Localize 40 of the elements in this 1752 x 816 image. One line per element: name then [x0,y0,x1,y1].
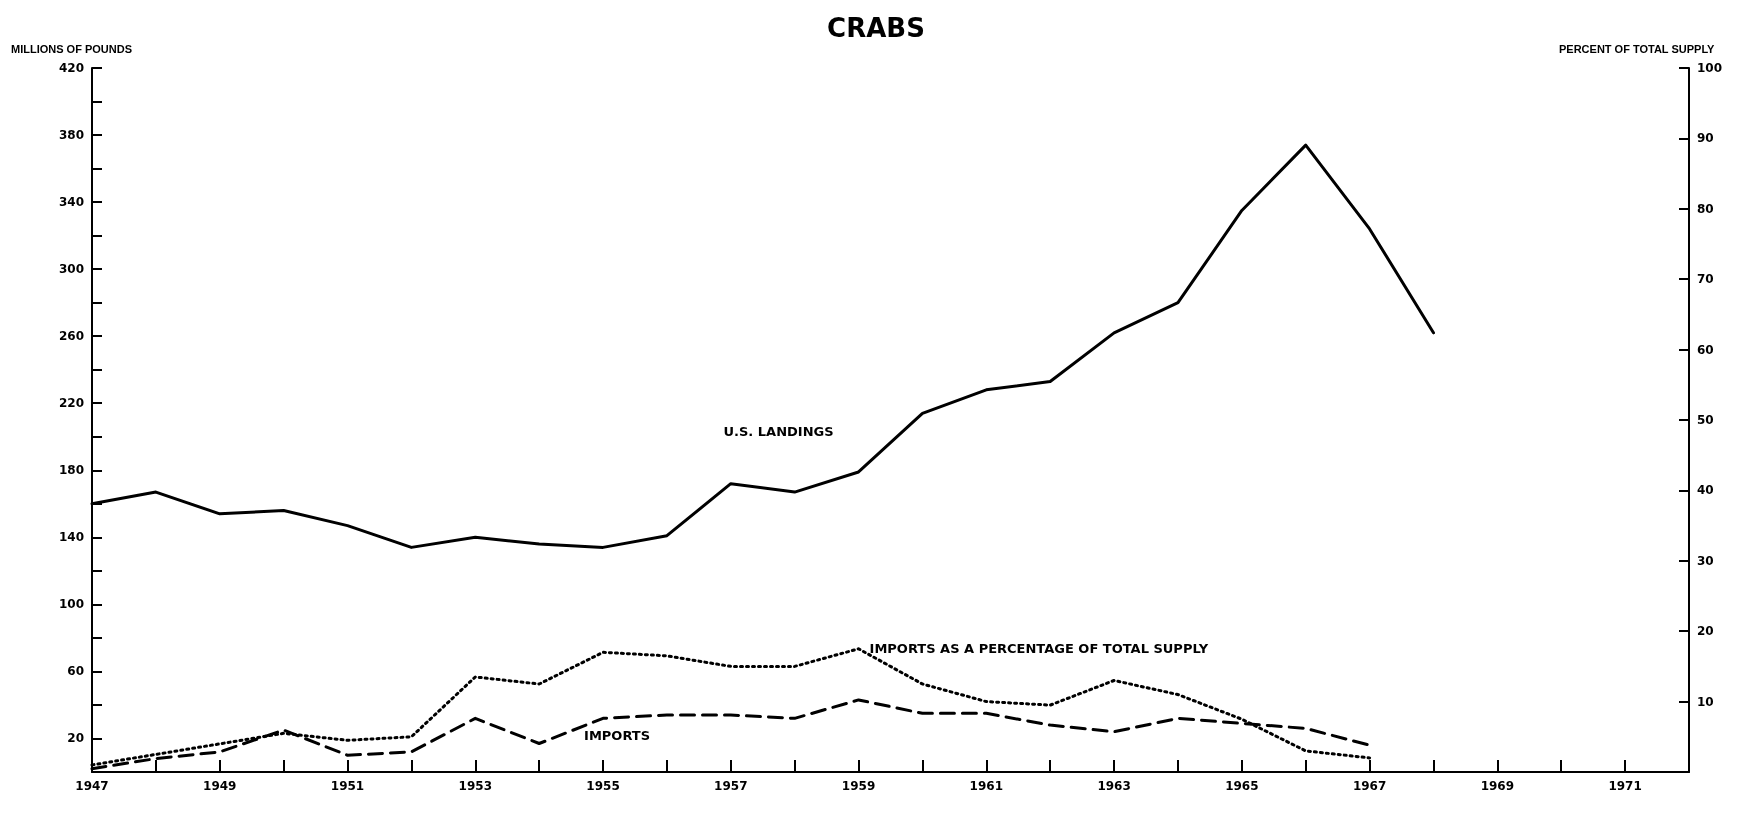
y-tick-label: 140 [58,530,84,545]
y2-tick-label: 10 [1697,694,1714,709]
series-label: IMPORTS [584,728,651,744]
x-tick-label: 1955 [586,779,620,793]
x-tick-label: 1961 [969,779,1004,793]
y-tick-label: 340 [58,195,84,210]
y2-tick-label: 100 [1697,61,1723,75]
y2-tick-label: 60 [1697,342,1714,357]
x-tick-label: 1947 [75,779,109,793]
x-tick-label: 1971 [1608,779,1642,793]
x-tick-label: 1965 [1225,779,1259,793]
y2-tick-label: 20 [1697,624,1714,639]
x-tick-label: 1959 [841,779,876,793]
y-tick-label: 20 [67,731,84,746]
x-tick-label: 1963 [1097,779,1131,793]
x-tick-label: 1967 [1352,779,1387,793]
y-tick-label: 220 [58,396,84,411]
y-tick-label: 380 [58,128,84,143]
y2-axis-title: PERCENT OF TOTAL SUPPLY [1559,42,1716,55]
y-tick-label: 420 [58,61,84,75]
y-tick-label: 260 [58,329,84,344]
y2-tick-label: 70 [1697,272,1714,287]
x-tick-label: 1949 [203,779,237,793]
y-axis-title: MILLIONS OF POUNDS [11,42,132,55]
x-tick-label: 1957 [714,779,748,793]
y-tick-label: 180 [58,463,84,478]
text: U.S. LANDINGS [723,424,834,440]
x-tick-label: 1951 [330,779,365,793]
y2-tick-label: 90 [1697,131,1714,146]
x-tick-label: 1969 [1480,779,1515,793]
y2-tick-label: 50 [1697,413,1714,427]
y2-tick-label: 40 [1697,483,1714,498]
y-tick-label: 60 [67,664,84,679]
x-tick-label: 1953 [458,779,492,793]
y2-tick-label: 30 [1697,553,1714,568]
y-tick-label: 100 [58,597,84,612]
series-label: IMPORTS AS A PERCENTAGE OF TOTAL SUPPLY [869,641,1209,657]
y2-tick-label: 80 [1697,201,1714,216]
chart-title: CRABS [827,13,925,43]
y-tick-label: 300 [58,262,84,277]
